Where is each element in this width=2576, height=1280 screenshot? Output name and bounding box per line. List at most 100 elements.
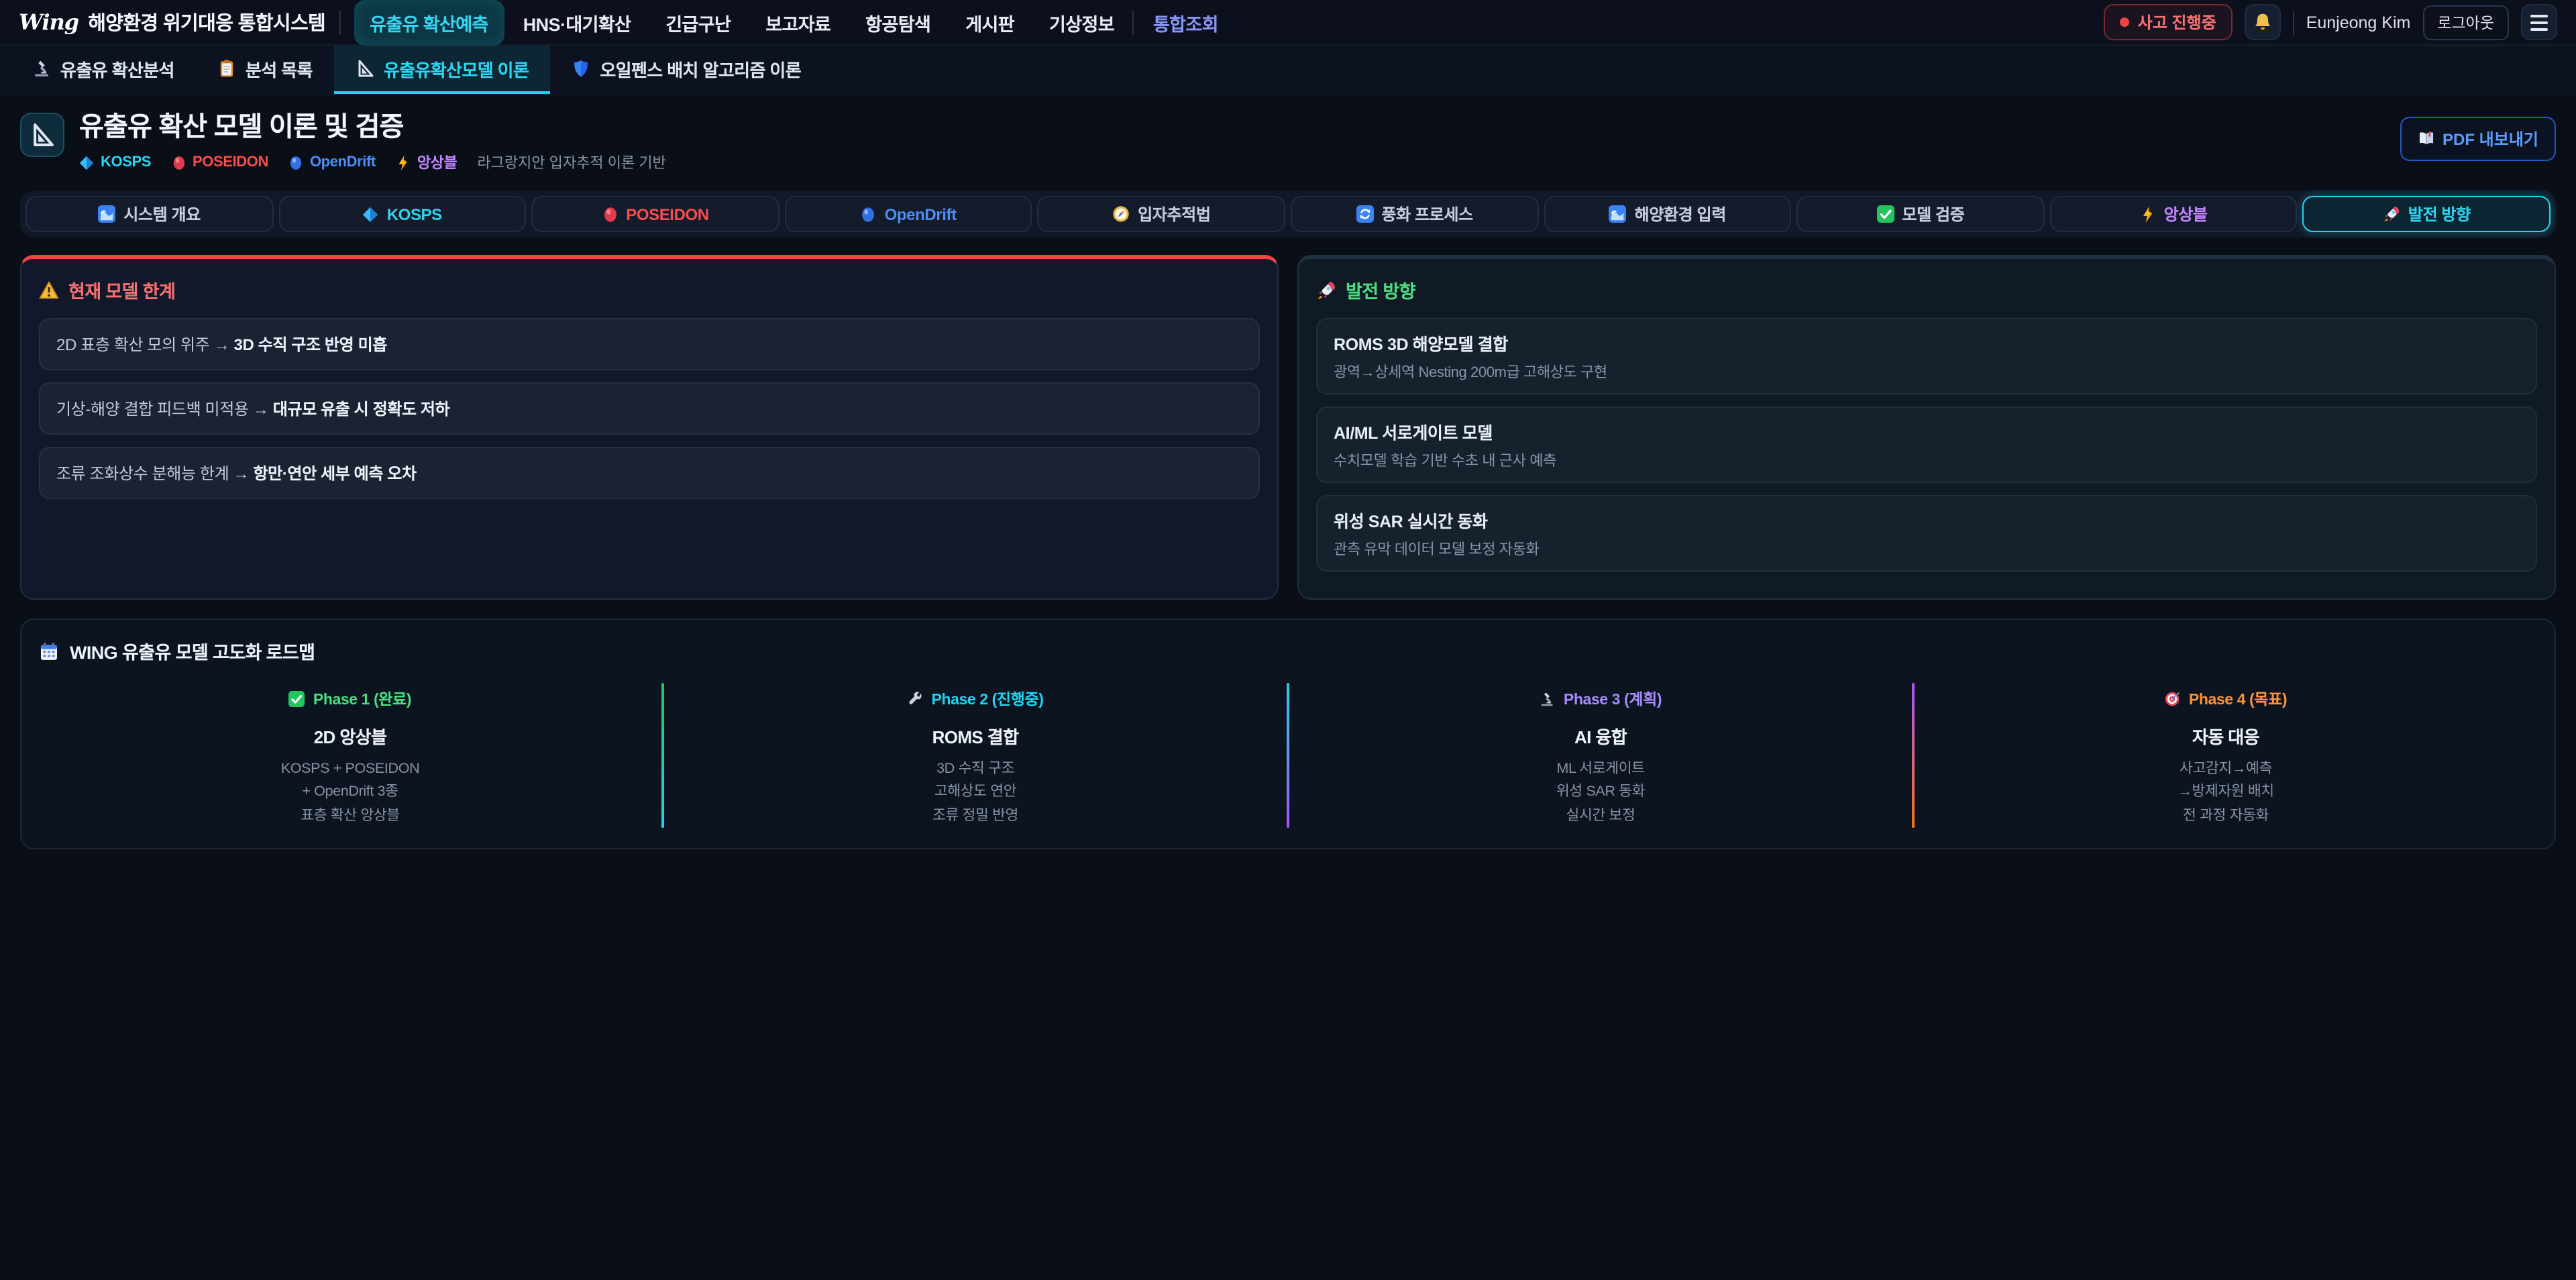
badge-label: KOSPS	[101, 154, 152, 170]
chip-label: POSEIDON	[626, 205, 709, 223]
phase-detail-line: 조류 정밀 반영	[932, 807, 1018, 824]
chip-label: 해양환경 입력	[1634, 205, 1727, 224]
tab-oil-spill-analysis[interactable]: 유출유 확산분석	[11, 46, 196, 94]
section-chip-weathering-process[interactable]: 풍화 프로세스	[1290, 196, 1539, 232]
badge-label: POSEIDON	[193, 154, 268, 170]
triangle-ruler-icon	[30, 122, 55, 148]
model-badge-row: KOSPS POSEIDON OpenDrift 앙상블 라그랑지안 입자추	[79, 152, 666, 173]
chip-label: 입자추적법	[1138, 205, 1211, 224]
phase-detail-line: 실시간 보정	[1566, 807, 1635, 824]
phase-detail-line: →방제자원 배치	[2178, 784, 2274, 800]
limitation-highlight: 항만·연안 세부 예측 오차	[253, 464, 417, 483]
tab-diffusion-model-theory[interactable]: 유출유확산모델 이론	[333, 46, 551, 94]
incident-status-badge[interactable]: 사고 진행중	[2104, 4, 2233, 40]
cycle-icon	[1356, 205, 1374, 223]
pdf-export-label: PDF 내보내기	[2443, 130, 2538, 149]
diamond-icon	[363, 206, 378, 222]
badge-label: OpenDrift	[309, 154, 376, 170]
nav-item-hns-air-diffusion[interactable]: HNS·대기확산	[523, 14, 631, 34]
tab-analysis-list[interactable]: 분석 목록	[196, 46, 334, 94]
direction-card-title: 발전 방향	[1316, 276, 2537, 303]
roadmap-card: WING 유출유 모델 고도화 로드맵 Phase 1 (완료) 2D 앙상블 …	[20, 619, 2556, 849]
section-chip-system-overview[interactable]: 시스템 개요	[25, 196, 274, 232]
menu-button[interactable]	[2521, 4, 2557, 40]
chip-label: 앙상블	[2163, 205, 2208, 224]
section-chip-model-validation[interactable]: 모델 검증	[1796, 196, 2045, 232]
theory-note: 라그랑지안 입자추적 이론 기반	[477, 156, 666, 172]
phase-details: 3D 수직 구조 고해상도 연안 조류 정밀 반영	[664, 758, 1287, 828]
incident-dot-icon	[2120, 17, 2130, 27]
chip-label: OpenDrift	[884, 205, 957, 223]
section-chip-future-direction[interactable]: 발전 방향	[2302, 196, 2551, 232]
badge-opendrift: OpenDrift	[288, 154, 376, 170]
logo-wordmark: Wing	[19, 9, 79, 35]
limitations-card-title: 현재 모델 한계	[39, 276, 1260, 303]
badge-label: 앙상블	[417, 156, 458, 172]
chip-label: 풍화 프로세스	[1381, 205, 1473, 224]
limitation-item: 2D 표층 확산 모의 위주 → 3D 수직 구조 반영 미흡	[39, 318, 1260, 370]
phase-label-text: Phase 1 (완료)	[313, 692, 412, 708]
notifications-button[interactable]	[2244, 4, 2281, 40]
direction-item-title: ROMS 3D 해양모델 결합	[1334, 335, 1508, 354]
section-chip-ensemble[interactable]: 앙상블	[2049, 196, 2298, 232]
wrench-icon	[909, 692, 922, 704]
page-title: 유출유 확산 모델 이론 및 검증	[79, 113, 404, 142]
nav-item-emergency-rescue[interactable]: 긴급구난	[665, 14, 731, 34]
nav-item-oil-spill-prediction[interactable]: 유출유 확산예측	[354, 0, 504, 45]
section-chip-particle-tracking[interactable]: 입자추적법	[1037, 196, 1285, 232]
logout-button[interactable]: 로그아웃	[2422, 5, 2509, 40]
phase-label-text: Phase 4 (목표)	[2188, 692, 2288, 708]
section-chip-marine-env-input[interactable]: 해양환경 입력	[1544, 196, 1792, 232]
section-chip-kosps[interactable]: KOSPS	[278, 196, 527, 232]
microscope-icon	[1542, 692, 1554, 706]
blue-orb-icon	[862, 207, 875, 221]
tab-oil-fence-algorithm-theory[interactable]: 오일펜스 배치 알고리즘 이론	[550, 46, 822, 94]
section-chip-poseidon[interactable]: POSEIDON	[531, 196, 780, 232]
nav-item-weather-info[interactable]: 기상정보	[1049, 14, 1115, 34]
user-name: Eunjeong Kim	[2306, 13, 2411, 32]
divider	[1132, 10, 1134, 34]
divider	[2292, 10, 2294, 34]
lightning-icon	[398, 155, 408, 170]
limitation-text: 기상-해양 결합 피드백 미적용 →	[56, 400, 273, 419]
app-logo[interactable]: Wing 해양환경 위기대응 통합시스템	[19, 8, 326, 36]
roadmap-phases: Phase 1 (완료) 2D 앙상블 KOSPS + POSEIDON + O…	[39, 680, 2537, 831]
badge-poseidon: POSEIDON	[171, 154, 268, 170]
tab-label: 유출유확산모델 이론	[383, 60, 529, 80]
nav-item-integrated-search[interactable]: 통합조회	[1152, 14, 1219, 34]
main-content: 유출유 확산 모델 이론 및 검증 KOSPS POSEIDON OpenDri…	[0, 95, 2576, 849]
phase-2-label: Phase 2 (진행중)	[908, 688, 1044, 710]
nav-item-reports[interactable]: 보고자료	[765, 14, 831, 34]
phase-3: Phase 3 (계획) AI 융합 ML 서로게이트 위성 SAR 동화 실시…	[1289, 680, 1912, 831]
section-chip-opendrift[interactable]: OpenDrift	[784, 196, 1032, 232]
lightning-icon	[2143, 206, 2153, 222]
hamburger-icon	[2530, 14, 2548, 30]
card-title-text: 현재 모델 한계	[68, 282, 176, 302]
phase-label-text: Phase 3 (계획)	[1563, 692, 1662, 708]
bell-icon	[2255, 13, 2270, 30]
phase-details: 사고감지→예측 →방제자원 배치 전 과정 자동화	[1915, 758, 2537, 828]
direction-item-desc: 관측 유막 데이터 모델 보정 자동화	[1334, 542, 1540, 558]
phase-details: ML 서로게이트 위성 SAR 동화 실시간 보정	[1289, 758, 1912, 828]
nav-item-board[interactable]: 게시판	[965, 14, 1014, 34]
phase-name: 2D 앙상블	[313, 727, 387, 747]
roadmap-title: WING 유출유 모델 고도화 로드맵	[39, 637, 2537, 664]
rocket-icon	[1318, 281, 1335, 299]
phase-details: KOSPS + POSEIDON + OpenDrift 3종 표층 확산 앙상…	[39, 758, 661, 828]
check-icon	[288, 691, 305, 707]
limitation-highlight: 3D 수직 구조 반영 미흡	[233, 335, 388, 354]
blue-orb-icon	[290, 156, 302, 169]
limitation-highlight: 대규모 유출 시 정확도 저하	[272, 400, 450, 419]
microscope-icon	[35, 60, 48, 76]
roadmap-title-text: WING 유출유 모델 고도화 로드맵	[70, 643, 315, 663]
direction-item: ROMS 3D 해양모델 결합 광역→상세역 Nesting 200m급 고해상…	[1316, 318, 2537, 394]
chip-label: 모델 검증	[1902, 205, 1965, 224]
limitation-text: 2D 표층 확산 모의 위주 →	[56, 335, 234, 354]
phase-name: AI 융합	[1574, 727, 1627, 747]
nav-item-aerial-search[interactable]: 항공탐색	[865, 14, 931, 34]
current-model-limitations-card: 현재 모델 한계 2D 표층 확산 모의 위주 → 3D 수직 구조 반영 미흡…	[20, 255, 1279, 600]
triangle-ruler-icon	[358, 60, 374, 77]
book-icon	[2418, 131, 2433, 145]
target-icon	[2165, 691, 2181, 707]
pdf-export-button[interactable]: PDF 내보내기	[2400, 117, 2556, 161]
